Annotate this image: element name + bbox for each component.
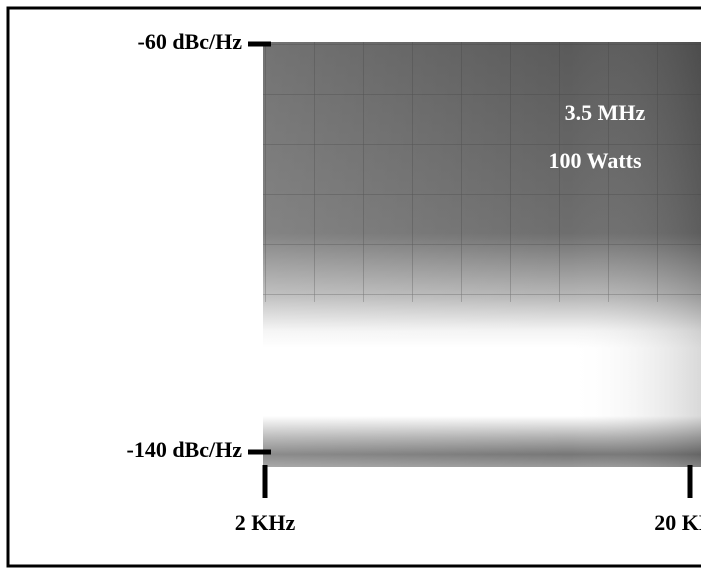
annotation: 100 Watts	[548, 148, 642, 173]
y-tick-label: -60 dBc/Hz	[138, 29, 243, 54]
graticule	[263, 42, 701, 302]
x-tick-label: 20 KHz	[654, 510, 701, 535]
y-tick-label: -140 dBc/Hz	[127, 437, 243, 462]
annotation: 3.5 MHz	[565, 100, 646, 125]
frame	[6, 6, 701, 568]
x-tick-label: 2 KHz	[235, 510, 296, 535]
